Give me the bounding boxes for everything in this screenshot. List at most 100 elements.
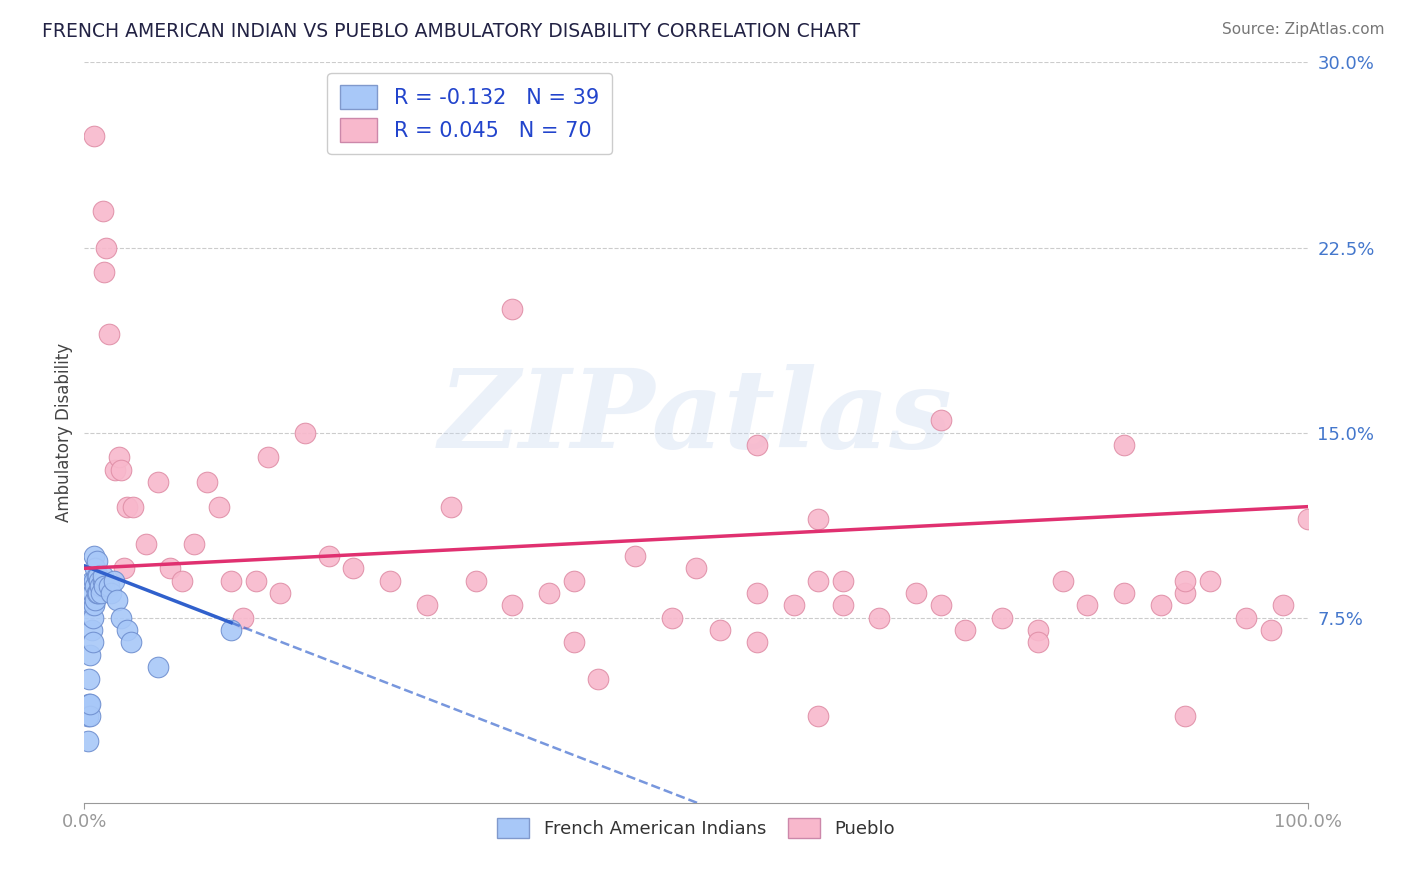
Point (146, 660, 169, 674)
Point (77, 734, 100, 748)
Point (110, 462, 132, 476)
Point (1198, 574, 1220, 588)
Point (709, 623, 731, 637)
Point (82, 586, 104, 600)
Point (562, 574, 585, 588)
Point (1174, 709, 1197, 723)
Point (342, 561, 364, 575)
Point (831, 599, 853, 613)
Point (83, 129, 105, 144)
Point (807, 512, 830, 526)
Point (929, 413, 952, 427)
Point (84, 561, 107, 575)
Point (86, 554, 108, 568)
Point (440, 500, 463, 514)
Point (79, 648, 101, 662)
Point (219, 574, 242, 588)
Point (146, 475, 169, 489)
Point (110, 610, 132, 624)
Point (107, 450, 129, 465)
Point (783, 599, 806, 613)
Point (1114, 586, 1136, 600)
Point (869, 610, 891, 624)
Point (84, 593, 107, 607)
Point (87, 586, 110, 600)
Point (1150, 599, 1173, 613)
Point (90, 586, 112, 600)
Point (747, 586, 769, 600)
Point (747, 635, 769, 649)
Point (294, 425, 316, 440)
Point (685, 561, 707, 575)
Point (905, 586, 928, 600)
Point (586, 673, 609, 687)
Text: FRENCH AMERICAN INDIAN VS PUEBLO AMBULATORY DISABILITY CORRELATION CHART: FRENCH AMERICAN INDIAN VS PUEBLO AMBULAT… (42, 22, 860, 41)
Point (502, 302, 524, 317)
Point (100, 586, 122, 600)
Point (831, 574, 853, 588)
Point (538, 586, 561, 600)
Point (87, 574, 110, 588)
Point (624, 549, 647, 563)
Point (135, 536, 157, 550)
Point (464, 574, 486, 588)
Point (502, 599, 524, 613)
Point (86, 568, 108, 582)
Point (269, 586, 291, 600)
Point (172, 574, 194, 588)
Legend: French American Indians, Pueblo: French American Indians, Pueblo (489, 810, 903, 846)
Point (82, 635, 104, 649)
Point (1028, 635, 1050, 649)
Point (1260, 623, 1282, 637)
Point (122, 500, 145, 514)
Point (91, 568, 114, 582)
Point (80, 574, 103, 588)
Point (77, 673, 100, 687)
Point (89, 579, 111, 593)
Point (416, 599, 439, 613)
Point (1028, 623, 1050, 637)
Point (105, 593, 128, 607)
Point (953, 623, 976, 637)
Point (83, 599, 105, 613)
Point (97, 326, 120, 341)
Point (1174, 574, 1197, 588)
Point (83, 574, 105, 588)
Y-axis label: Ambulatory Disability: Ambulatory Disability (55, 343, 73, 522)
Point (115, 500, 138, 514)
Point (96, 240, 118, 255)
Point (77, 697, 100, 711)
Point (1076, 599, 1098, 613)
Text: Source: ZipAtlas.com: Source: ZipAtlas.com (1222, 22, 1385, 37)
Point (380, 574, 402, 588)
Point (115, 623, 138, 637)
Point (77, 709, 100, 723)
Point (747, 438, 769, 452)
Point (91, 574, 114, 588)
Point (1052, 574, 1074, 588)
Point (1296, 512, 1319, 526)
Point (112, 561, 135, 575)
Point (79, 709, 101, 723)
Point (104, 462, 127, 476)
Point (1272, 599, 1295, 613)
Point (1174, 586, 1197, 600)
Point (159, 561, 181, 575)
Point (120, 635, 142, 649)
Point (93, 579, 115, 593)
Point (661, 610, 683, 624)
Point (87, 568, 110, 582)
Point (86, 586, 108, 600)
Point (208, 500, 231, 514)
Point (807, 574, 830, 588)
Point (807, 709, 830, 723)
Point (257, 450, 280, 465)
Point (991, 610, 1014, 624)
Point (219, 623, 242, 637)
Point (91, 203, 114, 218)
Point (80, 599, 103, 613)
Point (83, 549, 105, 563)
Point (80, 623, 103, 637)
Point (84, 579, 107, 593)
Point (183, 536, 205, 550)
